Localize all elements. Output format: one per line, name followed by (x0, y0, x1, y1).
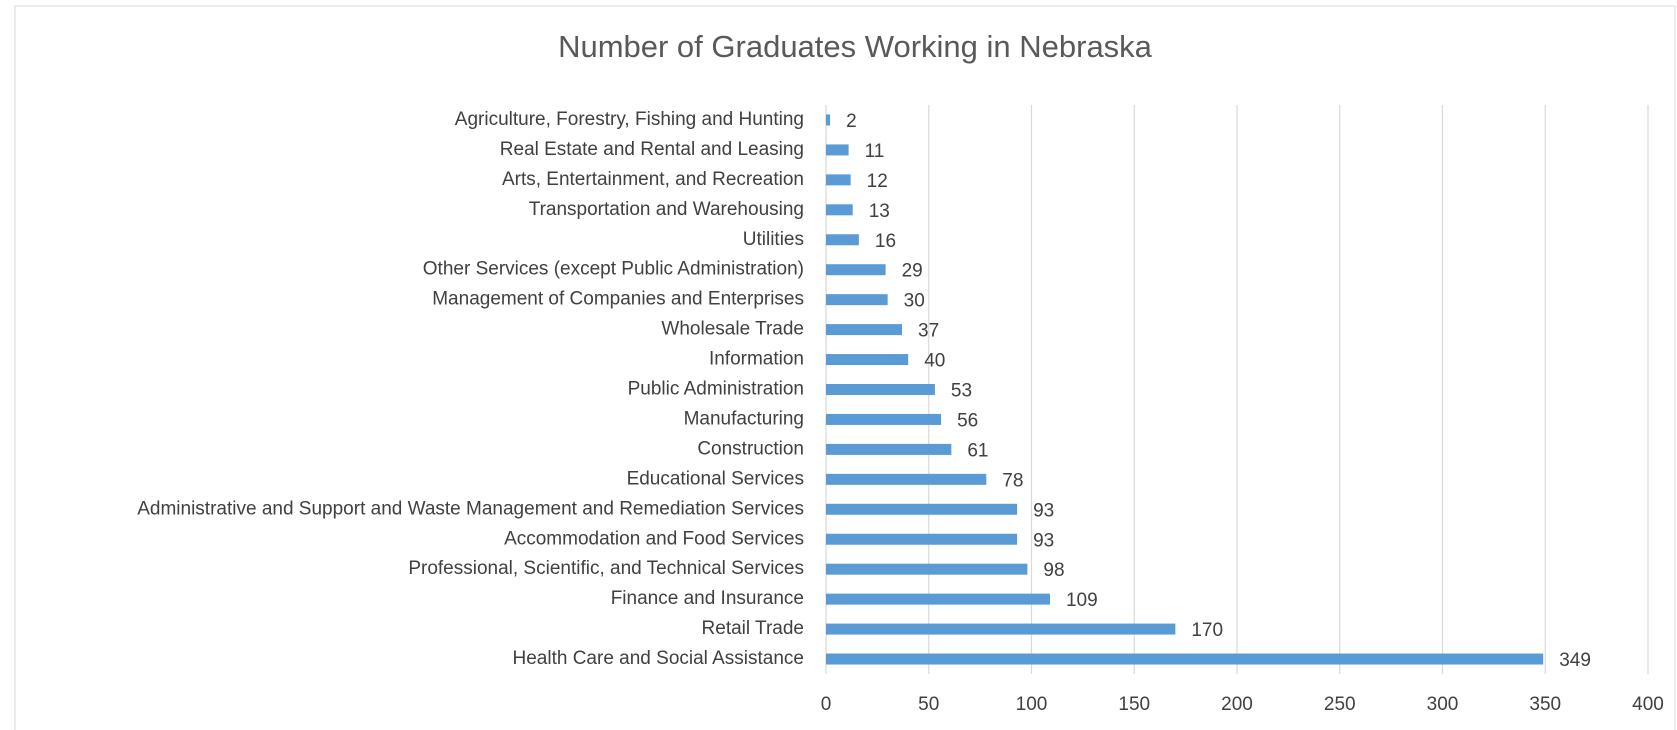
y-tick-label: Other Services (except Public Administra… (423, 259, 804, 280)
y-tick-label: Arts, Entertainment, and Recreation (502, 169, 804, 190)
bar (826, 563, 1028, 575)
y-tick-label: Public Administration (628, 379, 804, 400)
bar (826, 384, 935, 395)
data-label: 30 (904, 291, 925, 312)
data-label: 349 (1559, 650, 1591, 671)
bar (826, 264, 886, 276)
data-label: 78 (1002, 470, 1023, 491)
y-tick-label: Management of Companies and Enterprises (432, 289, 804, 310)
y-tick-label: Educational Services (627, 468, 804, 489)
bar (826, 144, 849, 156)
y-tick-label: Transportation and Warehousing (529, 199, 804, 220)
x-tick-label: 150 (1118, 694, 1150, 715)
y-tick-label: Real Estate and Rental and Leasing (500, 139, 804, 160)
data-label: 11 (865, 141, 885, 162)
data-label: 170 (1191, 620, 1223, 641)
x-tick-label: 200 (1221, 694, 1253, 715)
bar (826, 623, 1176, 635)
data-label: 12 (867, 171, 888, 192)
data-label: 29 (902, 261, 923, 282)
x-tick-label: 400 (1632, 694, 1664, 715)
bar (826, 653, 1544, 665)
data-label: 98 (1043, 560, 1064, 581)
y-tick-label: Professional, Scientific, and Technical … (408, 558, 804, 579)
x-tick-label: 300 (1427, 694, 1459, 715)
data-label: 37 (918, 321, 939, 342)
y-tick-label: Information (709, 349, 804, 370)
bar (826, 324, 903, 336)
x-tick-label: 100 (1016, 694, 1048, 715)
x-tick-label: 350 (1529, 694, 1561, 715)
y-tick-label: Retail Trade (702, 618, 804, 639)
data-label: 53 (951, 381, 972, 402)
y-tick-label: Finance and Insurance (611, 588, 804, 609)
x-tick-label: 0 (821, 694, 832, 715)
y-tick-label: Construction (697, 438, 804, 459)
y-tick-label: Wholesale Trade (661, 319, 804, 340)
data-label: 56 (957, 410, 978, 431)
x-tick-label: 50 (918, 694, 939, 715)
y-tick-label: Administrative and Support and Waste Man… (137, 498, 804, 519)
bar (826, 174, 851, 186)
data-label: 61 (967, 440, 988, 461)
bar (826, 533, 1018, 545)
data-label: 40 (924, 351, 945, 372)
bar (826, 503, 1018, 515)
bar (826, 294, 888, 306)
bar (826, 354, 909, 366)
y-tick-label: Agriculture, Forestry, Fishing and Hunti… (455, 109, 804, 130)
y-tick-label: Health Care and Social Assistance (513, 648, 805, 669)
bar (826, 443, 952, 455)
x-tick-label: 250 (1324, 694, 1356, 715)
data-label: 2 (846, 111, 857, 132)
y-tick-label: Manufacturing (684, 408, 804, 429)
bar (826, 234, 859, 246)
chart-border (14, 5, 1676, 730)
data-label: 109 (1066, 590, 1098, 611)
bar (826, 593, 1050, 605)
y-tick-label: Accommodation and Food Services (504, 528, 804, 549)
y-tick-label: Utilities (743, 229, 804, 250)
bar (826, 413, 942, 425)
chart-title: Number of Graduates Working in Nebraska (558, 29, 1153, 64)
data-label: 13 (869, 201, 890, 222)
bar (826, 473, 987, 485)
bar (826, 204, 853, 216)
data-label: 93 (1033, 530, 1054, 551)
data-label: 93 (1033, 500, 1054, 521)
data-label: 16 (875, 231, 896, 252)
bar (826, 114, 831, 126)
